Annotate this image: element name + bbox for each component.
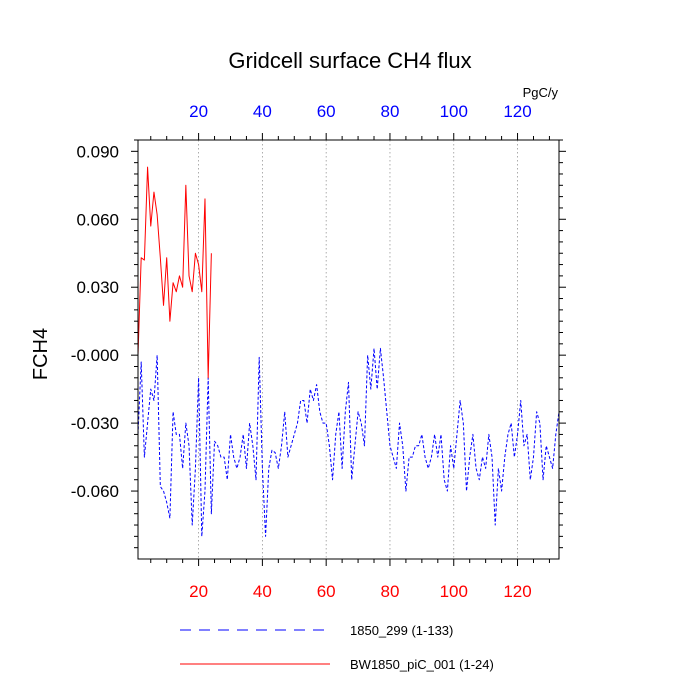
y-axis-label: FCH4 bbox=[30, 328, 52, 380]
x-tick-label-bottom: 80 bbox=[381, 582, 400, 601]
x-tick-label-top: 100 bbox=[440, 102, 468, 121]
y-tick-label: 0.030 bbox=[76, 278, 119, 297]
y-tick-label: 0.060 bbox=[76, 210, 119, 229]
units-label: PgC/y bbox=[523, 85, 559, 100]
x-tick-label-top: 120 bbox=[503, 102, 531, 121]
x-tick-label-bottom: 100 bbox=[440, 582, 468, 601]
x-tick-label-top: 80 bbox=[381, 102, 400, 121]
plot-frame bbox=[137, 139, 560, 560]
x-tick-label-bottom: 120 bbox=[503, 582, 531, 601]
x-tick-label-bottom: 60 bbox=[317, 582, 336, 601]
series-line-1 bbox=[137, 347, 560, 537]
axis-ticks: 20 20 40 40 60 60 80 80 100 100 120 120 0.090 0.060 0.… bbox=[71, 102, 566, 601]
y-tick-label: -0.030 bbox=[71, 414, 119, 433]
legend-label-2: BW1850_piC_001 (1-24) bbox=[350, 657, 494, 672]
x-tick-label-top: 20 bbox=[189, 102, 208, 121]
legend-label-1: 1850_299 (1-133) bbox=[350, 623, 453, 638]
legend: 1850_299 (1-133) BW1850_piC_001 (1-24) bbox=[180, 623, 494, 672]
y-tick-label: -0.060 bbox=[71, 482, 119, 501]
x-tick-label-top: 40 bbox=[253, 102, 272, 121]
chart-title: Gridcell surface CH4 flux bbox=[228, 48, 471, 73]
series-layer bbox=[137, 166, 560, 537]
series-line-2 bbox=[137, 166, 212, 379]
x-tick-label-bottom: 40 bbox=[253, 582, 272, 601]
x-tick-label-top: 60 bbox=[317, 102, 336, 121]
y-tick-label: 0.090 bbox=[76, 142, 119, 161]
x-tick-label-bottom: 20 bbox=[189, 582, 208, 601]
y-tick-label: -0.000 bbox=[71, 346, 119, 365]
grid-lines bbox=[198, 140, 518, 559]
